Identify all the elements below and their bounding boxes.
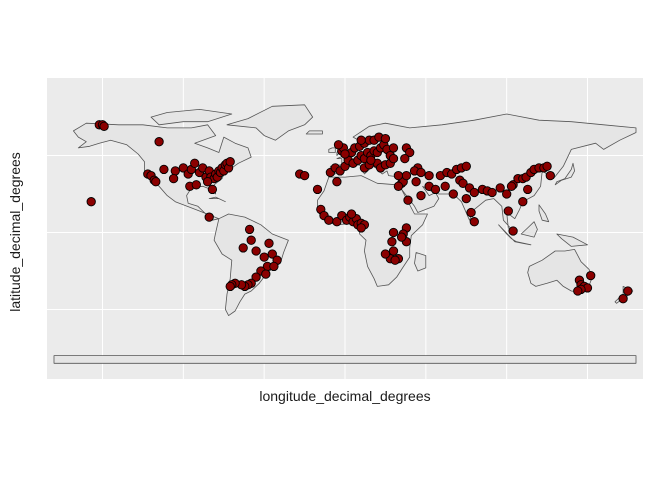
land-polygon xyxy=(554,162,575,186)
data-point xyxy=(411,177,421,187)
data-point xyxy=(191,180,201,190)
data-point xyxy=(416,167,426,178)
data-point xyxy=(390,255,400,265)
data-point xyxy=(332,217,342,227)
data-point xyxy=(448,189,458,199)
data-point xyxy=(238,243,248,253)
data-point xyxy=(259,252,269,262)
data-point xyxy=(267,249,277,259)
data-point xyxy=(99,121,109,131)
data-point xyxy=(356,135,366,145)
data-point xyxy=(264,238,274,248)
data-point xyxy=(388,143,399,153)
data-point xyxy=(340,149,350,159)
data-point xyxy=(168,173,179,184)
y-axis-label: latitude_decimal_degrees xyxy=(7,152,23,312)
data-point xyxy=(393,170,404,181)
data-point xyxy=(469,217,479,227)
point-layer xyxy=(86,120,633,304)
data-point xyxy=(388,227,399,238)
data-point xyxy=(246,235,256,245)
data-point xyxy=(154,137,164,147)
data-point xyxy=(400,153,410,164)
data-point xyxy=(523,184,533,195)
land-polygon xyxy=(520,221,538,238)
data-point xyxy=(204,212,214,222)
data-point xyxy=(346,209,357,219)
land-polygon xyxy=(53,355,637,364)
data-point xyxy=(440,181,450,191)
data-point xyxy=(469,187,479,198)
data-point xyxy=(151,177,161,187)
land-polygon xyxy=(150,109,233,126)
data-point xyxy=(387,237,397,247)
data-point xyxy=(393,181,404,191)
data-point xyxy=(502,189,512,199)
data-point xyxy=(207,184,218,195)
data-point xyxy=(405,147,415,158)
data-point xyxy=(495,183,505,193)
land-polygon xyxy=(538,204,550,223)
data-point xyxy=(401,170,412,181)
data-point xyxy=(503,206,513,216)
data-point xyxy=(333,140,344,150)
data-point xyxy=(388,153,399,164)
data-point xyxy=(461,161,471,171)
data-point xyxy=(225,281,235,292)
data-point xyxy=(324,215,334,225)
data-point xyxy=(487,187,497,198)
data-point xyxy=(506,181,517,191)
data-point xyxy=(380,133,391,144)
land-polygon xyxy=(305,130,323,135)
data-point xyxy=(545,170,555,181)
data-point xyxy=(244,224,255,235)
data-point xyxy=(251,246,261,256)
data-point xyxy=(332,177,342,187)
data-point xyxy=(508,226,518,236)
data-point xyxy=(573,286,583,296)
data-point xyxy=(403,195,413,205)
data-point xyxy=(623,286,633,296)
data-point xyxy=(299,170,310,181)
data-point xyxy=(159,164,169,175)
land-polygon xyxy=(328,147,336,153)
data-point xyxy=(225,157,235,167)
data-point xyxy=(416,190,426,201)
data-point xyxy=(461,193,471,204)
x-axis-label: longitude_decimal_degrees xyxy=(259,388,430,404)
land-polygon xyxy=(498,224,532,246)
data-point xyxy=(542,161,552,171)
land-polygon xyxy=(556,233,588,247)
data-point xyxy=(86,197,96,207)
land-polygon xyxy=(226,104,314,141)
data-point xyxy=(269,261,279,272)
data-point xyxy=(586,270,596,281)
data-point xyxy=(380,249,391,259)
data-point xyxy=(466,207,476,218)
data-point xyxy=(518,197,528,207)
data-point xyxy=(366,155,376,165)
data-point xyxy=(312,184,323,195)
data-point xyxy=(424,170,434,181)
land-polygon xyxy=(414,252,427,272)
data-point xyxy=(430,184,441,195)
land-polygon xyxy=(208,196,226,203)
data-point xyxy=(251,272,261,282)
data-point xyxy=(396,232,407,242)
data-point xyxy=(458,178,468,188)
data-point xyxy=(388,246,399,256)
data-point xyxy=(202,177,213,187)
data-point xyxy=(356,223,366,233)
data-point xyxy=(170,166,180,176)
data-point xyxy=(190,158,200,168)
data-point xyxy=(261,269,271,279)
data-point xyxy=(618,294,628,304)
